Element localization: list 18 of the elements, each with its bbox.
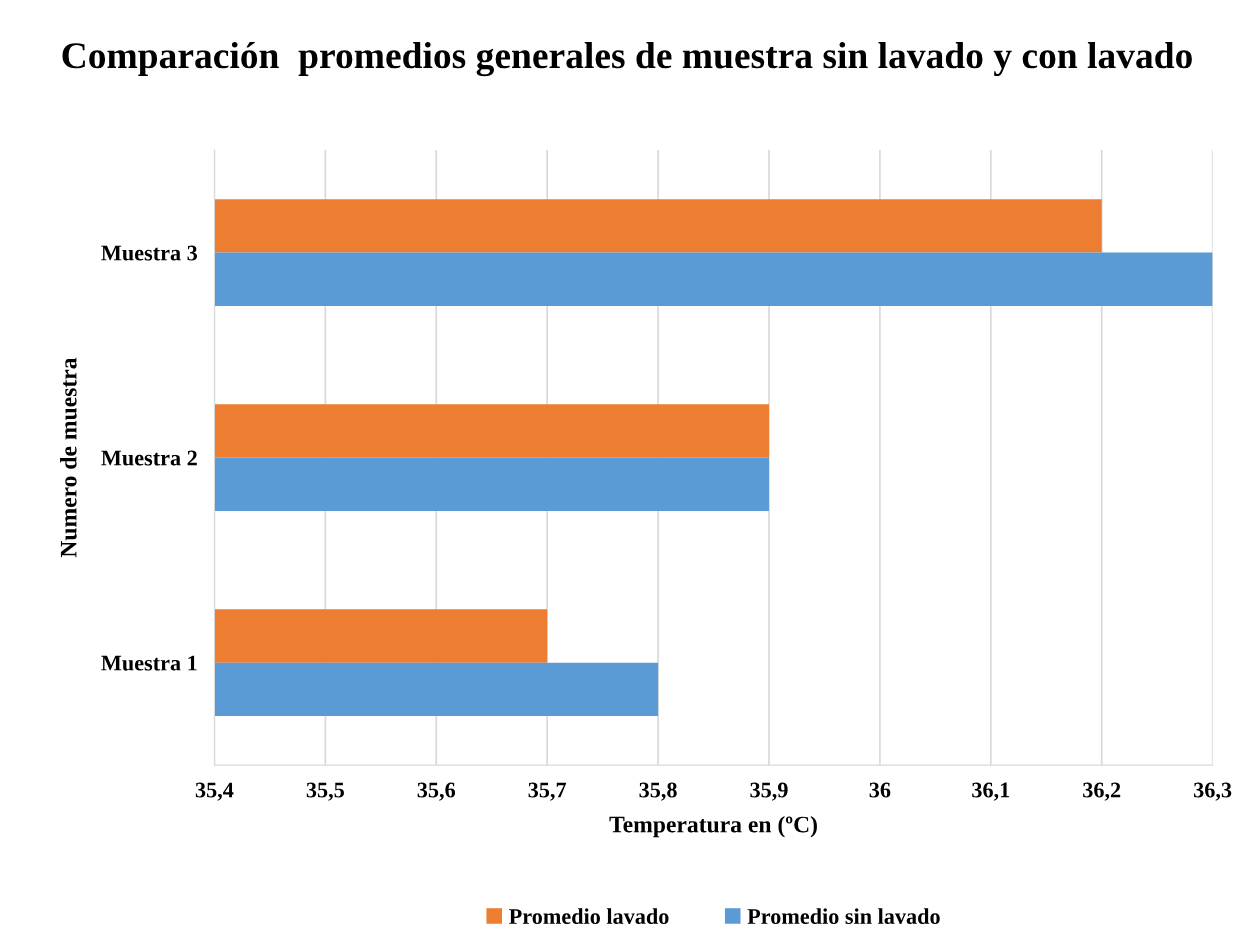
x-tick-label: 35,4 [195, 782, 234, 801]
chart-title: Comparación promedios generales de muestra sin lavado y con lavado [62, 41, 1192, 77]
y-tick-label: Muestra 1 [101, 655, 197, 671]
legend-label: Promedio sin lavado [747, 908, 940, 924]
y-tick-label: Muestra 3 [101, 245, 197, 261]
x-tick-label: 35,6 [417, 782, 456, 801]
x-axis-title: Temperatura en (ºC) [609, 815, 817, 838]
x-tick-label: 35,8 [639, 782, 677, 801]
y-axis-title: Numero de muestra [60, 357, 77, 558]
y-tick-label: Muestra 2 [101, 450, 197, 466]
x-tick-label: 35,7 [528, 782, 567, 801]
legend-label: Promedio lavado [509, 908, 669, 924]
x-tick-label: 35,9 [750, 782, 788, 801]
x-tick-label: 36,2 [1083, 782, 1121, 801]
x-tick-label: 36,1 [972, 782, 1010, 801]
x-tick-label: 36 [869, 782, 891, 798]
x-tick-label: 35,5 [306, 782, 344, 801]
x-tick-label: 36,3 [1194, 782, 1232, 801]
